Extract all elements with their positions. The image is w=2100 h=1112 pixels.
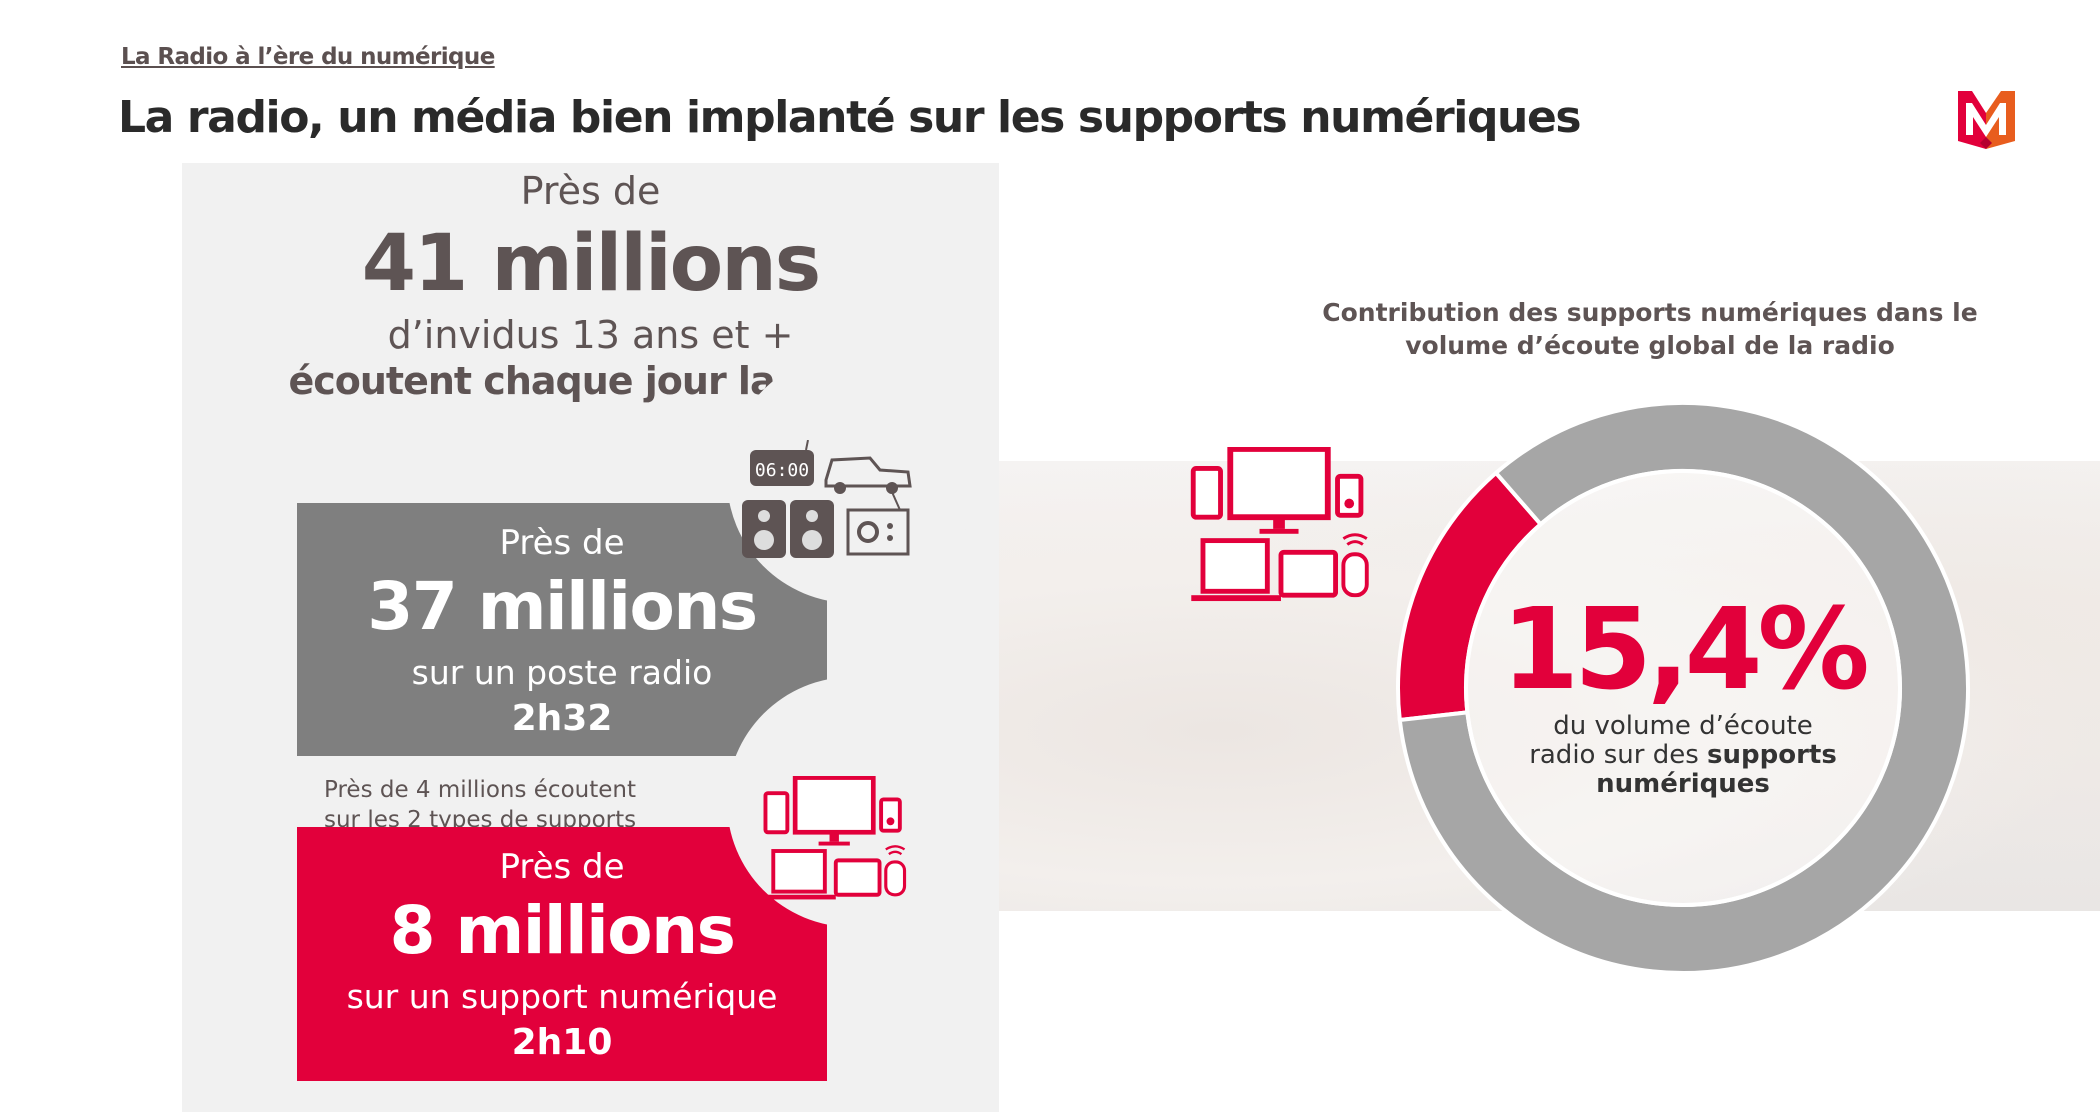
intro-value: 41 millions (361, 219, 821, 309)
digital-duration: 2h10 (511, 1022, 613, 1063)
chart-title: Contribution des supports numériques dan… (1300, 296, 2000, 362)
overlap-note: Près de 4 millions écoutent sur les 2 ty… (324, 775, 636, 835)
overlap-line1: Près de 4 millions écoutent (324, 777, 636, 803)
radio-value: 37 millions (367, 568, 758, 645)
section-link[interactable]: La Radio à l’ère du numérique (121, 44, 495, 70)
radio-devices-icon: 06:00 (740, 439, 915, 560)
caption-line1: du volume d’écoute (1553, 711, 1813, 741)
digital-label: sur un support numérique (346, 977, 778, 1016)
radio-prefix: Près de (499, 523, 625, 563)
digital-value: 8 millions (389, 892, 736, 969)
digital-audience-box: Près de 8 millions sur un support numéri… (297, 677, 977, 1081)
radio-label: sur un poste radio (411, 653, 713, 692)
digital-prefix: Près de (499, 847, 625, 887)
caption-line2-normal: radio sur des (1529, 740, 1707, 770)
intro-line1: d’invidus 13 ans et + (387, 313, 794, 357)
chart-title-line1: Contribution des supports numériques dan… (1322, 298, 1978, 327)
radio-clock-text: 06:00 (755, 460, 809, 481)
chart-devices-icon (1165, 447, 1395, 607)
caption-line2-bold: supports (1707, 740, 1837, 770)
caption-line3-bold: numériques (1596, 769, 1770, 799)
intro-prefix: Près de (520, 169, 661, 213)
radio-duration: 2h32 (511, 698, 613, 739)
big-percentage: 15,4% (1501, 585, 1870, 715)
digital-devices-icon (760, 776, 910, 905)
percentage-caption: du volume d’écoute radio sur des support… (1483, 712, 1883, 799)
page-title: La radio, un média bien implanté sur les… (118, 92, 1582, 143)
chart-title-line2: volume d’écoute global de la radio (1405, 331, 1895, 360)
brand-logo (1958, 91, 2015, 149)
